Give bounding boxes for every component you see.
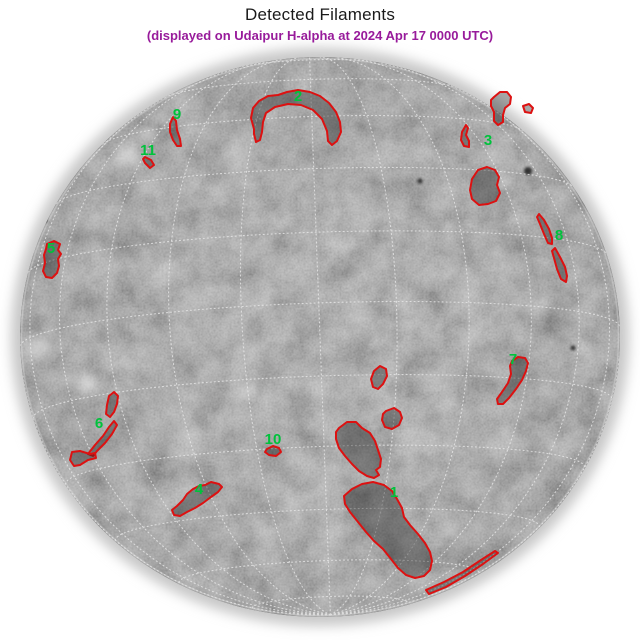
filament-label-8: 8 — [555, 227, 563, 244]
plage-patch — [25, 336, 51, 358]
filament-contour-5 — [42, 240, 62, 279]
filament-label-6: 6 — [95, 415, 103, 432]
sunspot — [570, 345, 576, 351]
filament-label-10: 10 — [265, 431, 282, 448]
filament-label-5: 5 — [47, 240, 55, 257]
filament-labels: 1 2 3 4 5 6 7 8 9 10 11 — [47, 88, 563, 501]
filament-contour-11 — [142, 156, 155, 169]
filament-contour-7 — [496, 356, 529, 405]
sunspot — [417, 178, 423, 184]
filament-label-11: 11 — [140, 142, 156, 159]
filament-label-3: 3 — [484, 132, 492, 149]
filament-contour-4 — [171, 481, 223, 517]
plage-patch — [140, 127, 156, 141]
plage-patch — [579, 342, 591, 352]
sunspot — [524, 167, 532, 175]
filament-contour-9 — [169, 116, 182, 147]
filament-contour-unlabeled — [425, 550, 499, 595]
filament-contour-8 — [536, 213, 568, 283]
filament-contour-6 — [69, 391, 119, 467]
heliographic-grid — [20, 57, 620, 616]
filament-contour-3 — [460, 91, 534, 206]
filament-label-7: 7 — [509, 351, 517, 368]
filament-contour-2 — [250, 89, 342, 146]
limb-rim — [20, 57, 620, 617]
filament-contour-unlabeled — [370, 365, 388, 390]
plage-patch — [115, 147, 141, 169]
filament-label-2: 2 — [294, 88, 302, 105]
filament-label-9: 9 — [173, 106, 181, 123]
plage-patch — [154, 113, 166, 123]
filament-label-4: 4 — [195, 481, 204, 498]
plage-patch — [77, 374, 99, 392]
plage-regions — [25, 113, 591, 400]
filament-contour-1 — [335, 407, 433, 579]
filament-contours — [42, 89, 568, 595]
filament-contour-10 — [264, 445, 282, 457]
filament-label-1: 1 — [390, 484, 398, 501]
